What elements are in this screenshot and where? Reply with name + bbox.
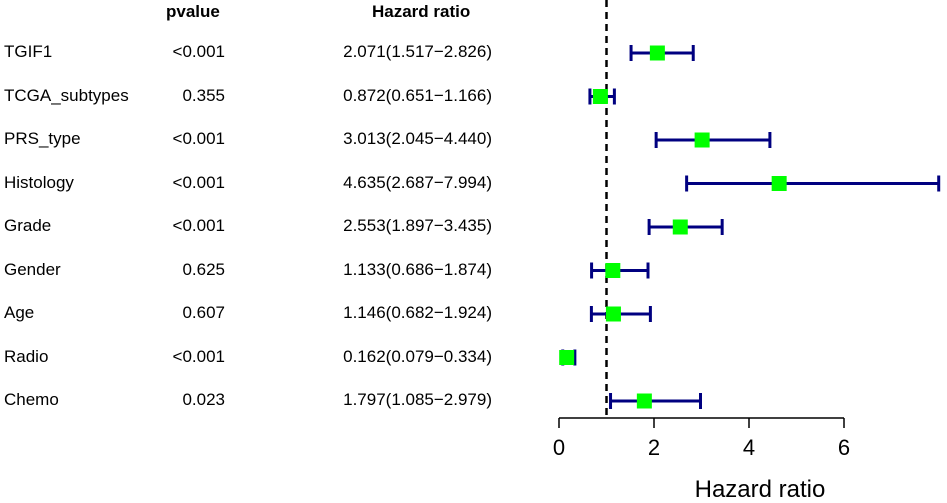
hazard-ratio-point — [605, 263, 621, 278]
hazard-ratio-cell: 1.133(0.686−1.874) — [343, 259, 492, 279]
hazard-ratio-cell: 2.553(1.897−3.435) — [343, 216, 492, 235]
pvalue-cell: <0.001 — [172, 172, 225, 192]
hazard-ratio-cell: 0.162(0.079−0.334) — [343, 346, 492, 366]
x-tick-label: 6 — [838, 435, 850, 460]
variable-label: Radio — [4, 346, 49, 366]
pvalue-cell: <0.001 — [172, 216, 225, 235]
variable-label: Histology — [4, 172, 74, 192]
variable-label: Chemo — [4, 390, 59, 409]
hazard-ratio-point — [605, 306, 621, 322]
pvalue-cell: <0.001 — [172, 346, 225, 366]
hazard-ratio-cell: 1.797(1.085−2.979) — [343, 390, 492, 409]
pvalue-cell: 0.355 — [182, 85, 225, 105]
variable-label: Age — [4, 303, 35, 322]
variable-label: TGIF1 — [4, 42, 53, 61]
hazard-ratio-point — [636, 393, 652, 409]
pvalue-cell: 0.625 — [182, 259, 225, 279]
x-tick-label: 2 — [648, 435, 660, 460]
hazard-ratio-cell: 0.872(0.651−1.166) — [343, 85, 492, 105]
hazard-ratio-point — [771, 176, 787, 191]
hazard-ratio-point — [672, 219, 688, 235]
variable-label: PRS_type — [4, 129, 81, 148]
pvalue-cell: <0.001 — [172, 129, 225, 148]
pvalue-cell: <0.001 — [172, 42, 225, 61]
variable-label: TCGA_subtypes — [4, 85, 129, 105]
variable-label: Grade — [4, 216, 52, 235]
x-tick-label: 0 — [553, 435, 565, 460]
hazard-ratio-cell: 4.635(2.687−7.994) — [343, 172, 492, 192]
hazard-ratio-cell: 2.071(1.517−2.826) — [343, 42, 492, 61]
hazard-ratio-point — [694, 132, 710, 148]
hazard-ratio-header: Hazard ratio — [372, 2, 471, 21]
pvalue-cell: 0.023 — [182, 390, 225, 409]
hazard-ratio-cell: 3.013(2.045−4.440) — [343, 129, 492, 148]
pvalue-cell: 0.607 — [182, 303, 225, 322]
x-axis-title: Hazard ratio — [695, 476, 826, 503]
x-tick-label: 4 — [743, 435, 755, 460]
variable-label: Gender — [4, 259, 61, 279]
hazard-ratio-point — [649, 45, 665, 61]
hazard-ratio-cell: 1.146(0.682−1.924) — [343, 303, 492, 322]
hazard-ratio-point — [559, 350, 575, 365]
pvalue-header: pvalue — [166, 2, 220, 21]
hazard-ratio-point — [592, 89, 608, 104]
